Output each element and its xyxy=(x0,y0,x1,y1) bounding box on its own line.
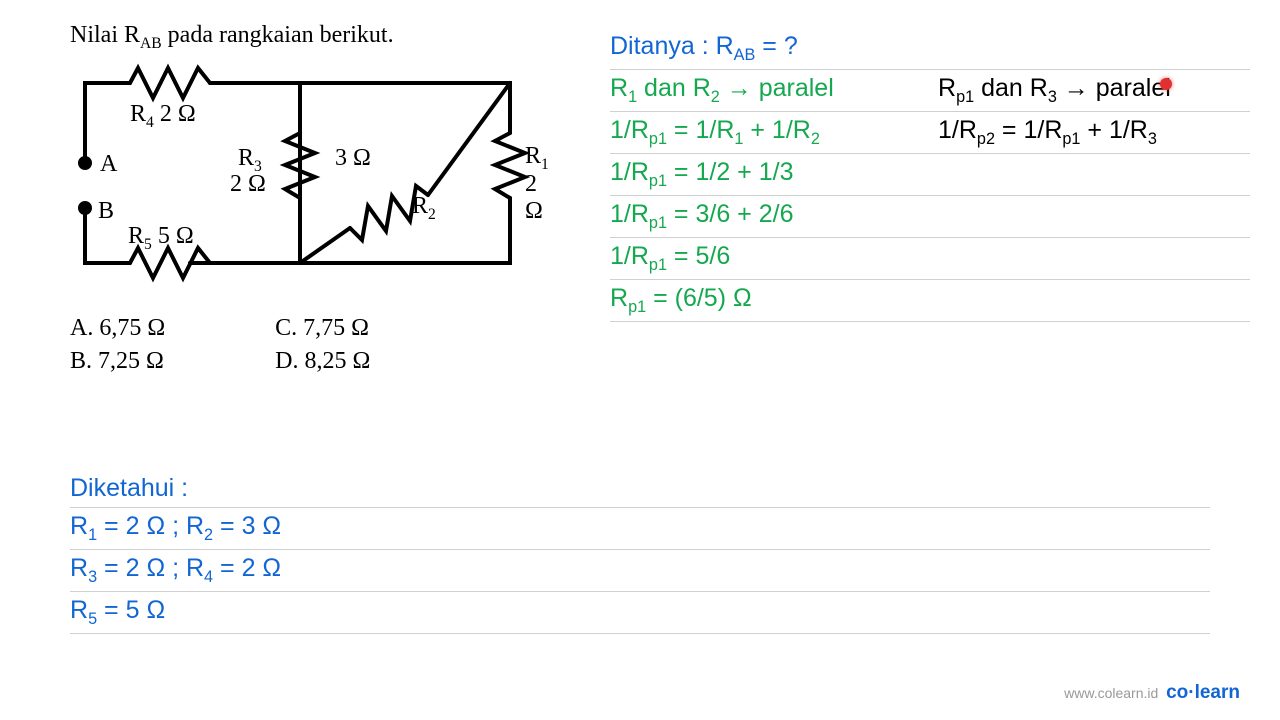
circuit-svg: A B xyxy=(70,63,530,303)
solution-col-a: 1/Rp1 = 3/6 + 2/6 xyxy=(610,200,920,233)
solution-col-a: Ditanya : RAB = ? xyxy=(610,32,920,65)
solution-col-a: 1/Rp1 = 1/2 + 1/3 xyxy=(610,158,920,191)
option-a: A. 6,75 Ω xyxy=(70,315,165,342)
given-line: R5 = 5 Ω xyxy=(70,592,1210,634)
option-b: B. 7,25 Ω xyxy=(70,348,165,375)
solution-line: 1/Rp1 = 3/6 + 2/6 xyxy=(610,196,1250,238)
solution-line: 1/Rp1 = 5/6 xyxy=(610,238,1250,280)
cursor-indicator xyxy=(1160,78,1172,90)
given-line: R1 = 2 Ω ; R2 = 3 Ω xyxy=(70,508,1210,550)
r2-name-label: R2 xyxy=(412,193,436,224)
option-c: C. 7,75 Ω xyxy=(275,315,370,342)
terminal-b-label: B xyxy=(98,198,114,224)
solution-col-b: 1/Rp2 = 1/Rp1 + 1/R3 xyxy=(938,116,1250,149)
solution-col-a: Rp1 = (6/5) Ω xyxy=(610,284,920,317)
problem-panel: Nilai RAB pada rangkaian berikut. xyxy=(70,22,590,375)
problem-title: Nilai RAB pada rangkaian berikut. xyxy=(70,22,590,53)
solution-line: 1/Rp1 = 1/2 + 1/3 xyxy=(610,154,1250,196)
option-d: D. 8,25 Ω xyxy=(275,348,370,375)
terminal-a-label: A xyxy=(100,151,118,177)
options: A. 6,75 Ω B. 7,25 Ω C. 7,75 Ω D. 8,25 Ω xyxy=(70,315,590,375)
r3-val-label: 2 Ω xyxy=(230,171,266,198)
solution-col-a: 1/Rp1 = 5/6 xyxy=(610,242,920,275)
r1-val-label: 2 Ω xyxy=(525,171,543,225)
solution-line: Rp1 = (6/5) Ω xyxy=(610,280,1250,322)
watermark-brand: co·learn xyxy=(1166,682,1240,703)
r1-name-label: R1 xyxy=(525,143,549,174)
r5-label: R5 5 Ω xyxy=(128,223,194,254)
solution-line: Ditanya : RAB = ? xyxy=(610,28,1250,70)
solution-col-a: 1/Rp1 = 1/R1 + 1/R2 xyxy=(610,116,920,149)
solution-line: R1 dan R2 → paralel Rp1 dan R3 → paralel xyxy=(610,70,1250,112)
watermark: www.colearn.id co·learn xyxy=(1064,682,1240,704)
watermark-site: www.colearn.id xyxy=(1064,685,1158,701)
solution-panel: Ditanya : RAB = ? R1 dan R2 → paralel Rp1 … xyxy=(610,28,1250,322)
solution-col-b: Rp1 dan R3 → paralel xyxy=(938,74,1250,107)
given-line: R3 = 2 Ω ; R4 = 2 Ω xyxy=(70,550,1210,592)
solution-col-a: R1 dan R2 → paralel xyxy=(610,74,920,107)
r2-val-label: 3 Ω xyxy=(335,145,371,172)
circuit-diagram: A B R4 2 Ω R3 2 Ω 3 Ω R2 R1 2 Ω R5 5 Ω xyxy=(70,63,530,303)
given-line: Diketahui : xyxy=(70,470,1210,508)
r4-label: R4 2 Ω xyxy=(130,101,196,132)
solution-line: 1/Rp1 = 1/R1 + 1/R2 1/Rp2 = 1/Rp1 + 1/R3 xyxy=(610,112,1250,154)
given-panel: Diketahui :R1 = 2 Ω ; R2 = 3 ΩR3 = 2 Ω ;… xyxy=(70,470,1210,634)
